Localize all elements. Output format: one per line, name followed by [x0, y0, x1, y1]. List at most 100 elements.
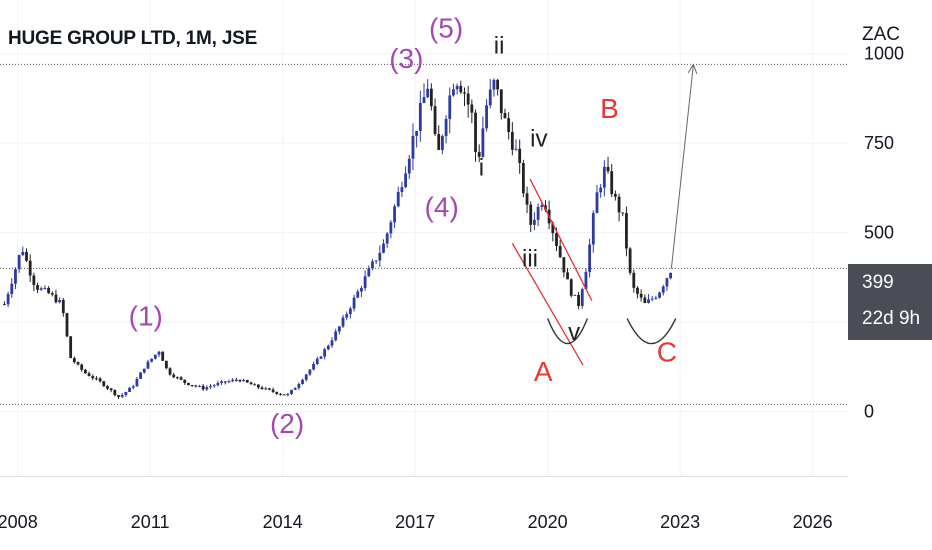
candle-body [161, 351, 165, 361]
candle-body [599, 187, 603, 193]
candle-body [176, 377, 179, 379]
candle-body [65, 313, 69, 337]
candle-body [345, 314, 349, 318]
candle-body [28, 260, 32, 276]
candle-body [205, 387, 209, 390]
wave-label-corrective: C [657, 336, 677, 367]
candle-body [650, 298, 654, 300]
candle-body [551, 223, 555, 234]
candle-body [201, 386, 205, 390]
candle-body [485, 105, 488, 129]
candle-body [415, 130, 419, 136]
candle-body [216, 383, 220, 386]
x-tick-label: 2011 [131, 512, 170, 532]
candle-body [135, 378, 139, 387]
x-tick-label: 2017 [395, 512, 435, 532]
candle-body [492, 79, 496, 90]
candle-body [109, 388, 113, 391]
candle-body [150, 358, 154, 362]
candle-body [61, 299, 65, 314]
candle-body [17, 255, 21, 270]
candle-body [481, 128, 485, 157]
candle-body [389, 222, 393, 234]
candle-body [142, 368, 146, 373]
candle-body [95, 378, 98, 380]
candle-body [584, 271, 588, 290]
wave-label-minor: ii [494, 33, 505, 60]
candle-body [337, 326, 341, 332]
candle-body [58, 299, 62, 303]
candle-body [477, 152, 481, 157]
candle-body [636, 287, 639, 294]
candle-body [87, 373, 91, 377]
candle-body [231, 379, 235, 382]
last-price-value: 399 [862, 272, 894, 293]
drawings [511, 63, 698, 366]
candle-body [323, 349, 327, 357]
candle-body [404, 173, 407, 188]
candle-body [25, 251, 28, 261]
candle-body [647, 299, 650, 304]
candle-body [326, 345, 330, 350]
candle-body [124, 391, 128, 396]
candle-body [312, 363, 315, 370]
candle-body [665, 278, 669, 287]
candle-body [256, 384, 260, 388]
candle-body [290, 389, 293, 395]
candle-body [455, 85, 459, 90]
candle-body [555, 233, 558, 246]
candle-body [153, 354, 157, 359]
candle-body [341, 317, 345, 327]
candle-body [503, 113, 507, 119]
candle-body [363, 276, 367, 289]
candle-body [573, 294, 577, 296]
candle-body [433, 106, 437, 135]
candle-body [595, 192, 599, 214]
candle-body [187, 382, 190, 386]
candle-body [282, 394, 286, 396]
wave-label-impulse: (5) [429, 13, 463, 44]
candle-body [268, 388, 271, 390]
candle-body [540, 205, 544, 207]
candle-body [21, 251, 25, 256]
candle-body [569, 279, 573, 296]
candle-body [566, 272, 569, 280]
candle-body [157, 351, 161, 355]
candle-body [426, 88, 430, 98]
x-tick-label: 2020 [528, 512, 568, 532]
wave-label-corrective: B [600, 93, 619, 124]
wave-label-minor: iv [530, 126, 547, 153]
wave-label-impulse: (3) [389, 43, 423, 74]
candle-body [514, 148, 518, 150]
horizontal-levels [0, 63, 848, 405]
candle-body [374, 260, 378, 262]
candle-body [544, 205, 547, 210]
wave-label-impulse: (2) [270, 408, 304, 439]
candle-body [264, 388, 268, 390]
x-tick-label: 2026 [793, 512, 833, 532]
candle-body [98, 378, 102, 382]
candle-body [518, 148, 522, 164]
projection-arrow-line [670, 64, 694, 269]
candle-body [591, 213, 595, 245]
candle-body [209, 386, 212, 388]
candle-body [286, 394, 290, 396]
candle-body [411, 135, 415, 159]
candle-body [580, 289, 584, 306]
candle-body [223, 381, 227, 383]
candle-body [466, 93, 470, 105]
wave-label-corrective: A [534, 356, 553, 387]
candle-body [190, 385, 194, 387]
candle-body [183, 379, 187, 383]
candle-body [507, 118, 511, 133]
candle-body [212, 385, 216, 387]
wave-label-minor: v [568, 319, 580, 346]
candle-body [610, 171, 614, 195]
candle-body [275, 391, 279, 394]
candle-body [220, 381, 223, 384]
candle-body [238, 379, 242, 382]
candle-body [242, 380, 246, 382]
candle-body [396, 191, 400, 207]
candle-body [293, 388, 297, 390]
